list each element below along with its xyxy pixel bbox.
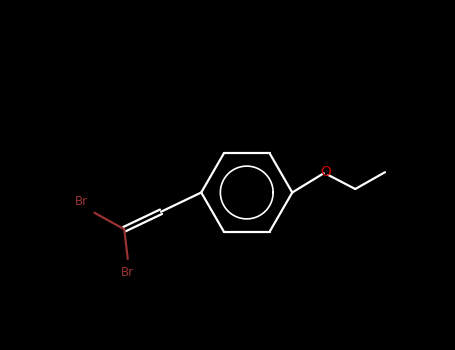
Text: O: O	[320, 165, 331, 179]
Text: Br: Br	[74, 195, 87, 208]
Text: Br: Br	[121, 266, 134, 279]
